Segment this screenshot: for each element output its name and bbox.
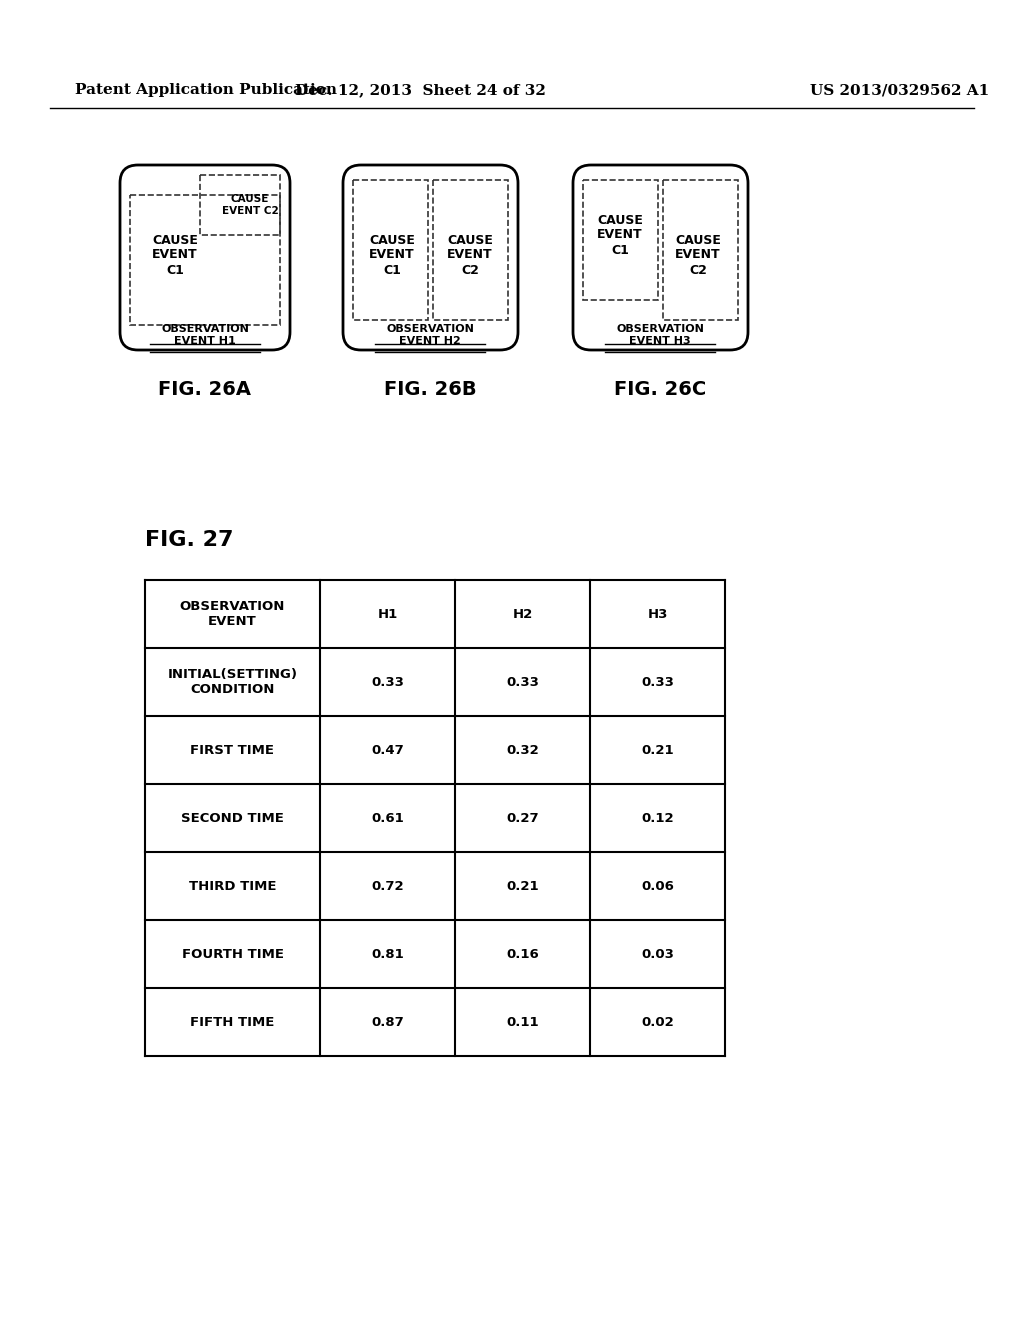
Text: INITIAL(SETTING)
CONDITION: INITIAL(SETTING) CONDITION bbox=[168, 668, 298, 696]
Text: 0.33: 0.33 bbox=[506, 676, 539, 689]
Text: FIRST TIME: FIRST TIME bbox=[190, 743, 274, 756]
Text: US 2013/0329562 A1: US 2013/0329562 A1 bbox=[810, 83, 989, 96]
Text: 0.21: 0.21 bbox=[506, 879, 539, 892]
Text: OBSERVATION
EVENT H3: OBSERVATION EVENT H3 bbox=[616, 325, 703, 346]
Text: 0.21: 0.21 bbox=[641, 743, 674, 756]
Text: CAUSE
EVENT
C1: CAUSE EVENT C1 bbox=[369, 234, 415, 276]
Text: 0.72: 0.72 bbox=[371, 879, 403, 892]
Text: H3: H3 bbox=[647, 607, 668, 620]
Bar bbox=[583, 180, 658, 300]
Bar bbox=[200, 176, 280, 235]
Text: 0.32: 0.32 bbox=[506, 743, 539, 756]
Text: Dec. 12, 2013  Sheet 24 of 32: Dec. 12, 2013 Sheet 24 of 32 bbox=[295, 83, 546, 96]
Bar bbox=[353, 180, 428, 319]
Text: 0.11: 0.11 bbox=[506, 1015, 539, 1028]
Bar bbox=[433, 180, 508, 319]
Text: 0.06: 0.06 bbox=[641, 879, 674, 892]
Text: 0.12: 0.12 bbox=[641, 812, 674, 825]
Text: 0.16: 0.16 bbox=[506, 948, 539, 961]
Text: CAUSE
EVENT C2: CAUSE EVENT C2 bbox=[221, 194, 279, 215]
Text: CAUSE
EVENT
C2: CAUSE EVENT C2 bbox=[447, 234, 493, 276]
Bar bbox=[663, 180, 738, 319]
Bar bbox=[130, 195, 280, 325]
Text: FOURTH TIME: FOURTH TIME bbox=[181, 948, 284, 961]
Text: CAUSE
EVENT
C1: CAUSE EVENT C1 bbox=[597, 214, 643, 256]
Text: FIG. 26B: FIG. 26B bbox=[384, 380, 476, 399]
Text: 0.81: 0.81 bbox=[371, 948, 403, 961]
Text: Patent Application Publication: Patent Application Publication bbox=[75, 83, 337, 96]
Text: OBSERVATION
EVENT: OBSERVATION EVENT bbox=[180, 601, 286, 628]
Text: THIRD TIME: THIRD TIME bbox=[188, 879, 276, 892]
Text: 0.33: 0.33 bbox=[641, 676, 674, 689]
Text: CAUSE
EVENT
C2: CAUSE EVENT C2 bbox=[675, 234, 721, 276]
Text: 0.27: 0.27 bbox=[506, 812, 539, 825]
Text: 0.61: 0.61 bbox=[371, 812, 403, 825]
Text: 0.33: 0.33 bbox=[371, 676, 403, 689]
Text: H2: H2 bbox=[512, 607, 532, 620]
Text: 0.03: 0.03 bbox=[641, 948, 674, 961]
Text: H1: H1 bbox=[378, 607, 397, 620]
Text: OBSERVATION
EVENT H2: OBSERVATION EVENT H2 bbox=[386, 325, 474, 346]
Text: FIFTH TIME: FIFTH TIME bbox=[190, 1015, 274, 1028]
Text: FIG. 26A: FIG. 26A bbox=[159, 380, 252, 399]
Text: CAUSE
EVENT
C1: CAUSE EVENT C1 bbox=[152, 234, 198, 276]
Text: SECOND TIME: SECOND TIME bbox=[181, 812, 284, 825]
Text: FIG. 27: FIG. 27 bbox=[145, 531, 233, 550]
Text: 0.47: 0.47 bbox=[371, 743, 403, 756]
Text: OBSERVATION
EVENT H1: OBSERVATION EVENT H1 bbox=[161, 325, 249, 346]
Text: 0.87: 0.87 bbox=[371, 1015, 403, 1028]
Text: 0.02: 0.02 bbox=[641, 1015, 674, 1028]
Text: FIG. 26C: FIG. 26C bbox=[613, 380, 707, 399]
